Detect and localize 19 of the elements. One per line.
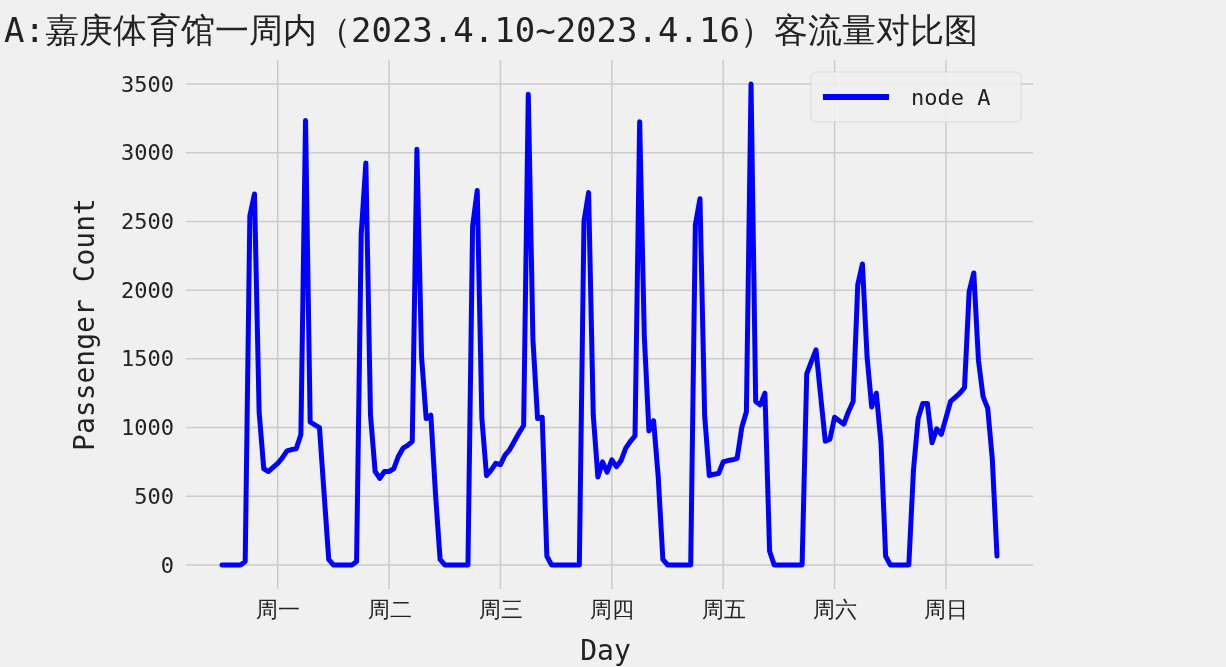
x-axis-title: Day (580, 634, 631, 667)
y-axis-title: Passenger Count (68, 198, 101, 451)
y-tick-label: 2000 (121, 277, 174, 303)
x-tick-label: 周六 (813, 596, 858, 622)
y-tick-label: 3000 (121, 140, 174, 166)
x-tick-label: 周二 (367, 596, 412, 622)
x-tick-label: 周三 (478, 596, 523, 622)
x-tick-label: 周一 (256, 596, 301, 622)
y-tick-label: 3500 (121, 71, 174, 97)
x-tick-label: 周四 (590, 596, 635, 622)
y-tick-label: 1000 (121, 415, 174, 441)
x-tick-label: 周日 (924, 596, 969, 622)
legend-label: node A (911, 85, 991, 110)
y-tick-label: 2500 (121, 208, 174, 234)
chart-title: A:嘉庚体育馆一周内（2023.4.10~2023.4.16）客流量对比图 (4, 10, 978, 50)
y-tick-label: 500 (134, 483, 174, 509)
y-tick-label: 1500 (121, 346, 174, 372)
x-tick-label: 周五 (701, 596, 746, 622)
y-tick-label: 0 (160, 552, 174, 578)
